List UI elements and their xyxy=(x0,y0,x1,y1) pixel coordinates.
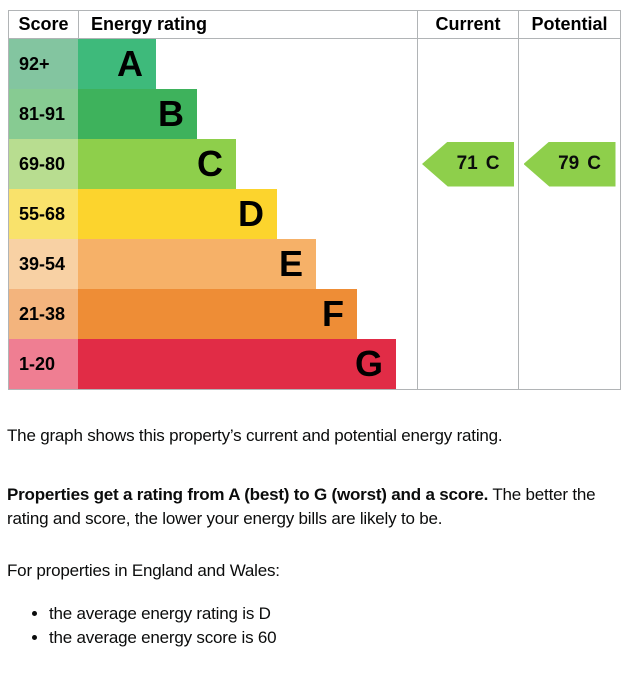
bar-cell-f: F xyxy=(78,289,417,339)
band-letter-c: C xyxy=(196,143,223,184)
band-letter-f: F xyxy=(321,293,344,334)
chart-header-row: Score Energy rating Current Potential xyxy=(9,11,620,39)
average-stats-list: the average energy rating is D the avera… xyxy=(7,602,277,650)
header-energy-rating: Energy rating xyxy=(78,11,417,38)
average-rating-item: the average energy rating is D xyxy=(49,602,276,626)
current-cell-g xyxy=(417,339,518,389)
band-letter-g: G xyxy=(354,343,383,384)
bar-cell-e: E xyxy=(78,239,417,289)
bar-cell-d: D xyxy=(78,189,417,239)
header-current: Current xyxy=(417,11,518,38)
rating-explanation-rest: The better the rating and score, the low… xyxy=(7,485,596,528)
potential-cell-e xyxy=(518,239,620,289)
band-bar-d: D xyxy=(78,189,277,239)
potential-cell-c: 79 C xyxy=(518,139,620,189)
potential-cell-a xyxy=(518,39,620,89)
current-cell-c: 71 C xyxy=(417,139,518,189)
current-rating-score: 71 xyxy=(456,153,478,174)
band-row-c: 69-80 C 71 C 79 C xyxy=(9,139,620,189)
potential-rating-band: C xyxy=(587,153,601,174)
score-range-f: 21-38 xyxy=(9,289,78,339)
bar-cell-b: B xyxy=(78,89,417,139)
band-row-f: 21-38 F xyxy=(9,289,620,339)
band-bar-g: G xyxy=(78,339,396,389)
current-cell-b xyxy=(417,89,518,139)
score-range-e: 39-54 xyxy=(9,239,78,289)
score-range-g: 1-20 xyxy=(9,339,78,389)
band-row-g: 1-20 G xyxy=(9,339,620,389)
band-row-a: 92+ A xyxy=(9,39,620,89)
potential-cell-g xyxy=(518,339,620,389)
band-bar-c: C xyxy=(78,139,236,189)
current-rating-band: C xyxy=(485,153,500,174)
current-cell-a xyxy=(417,39,518,89)
average-score-item: the average energy score is 60 xyxy=(49,626,277,650)
rating-explanation-bold: Properties get a rating from A (best) to… xyxy=(7,485,489,504)
score-range-d: 55-68 xyxy=(9,189,78,239)
band-letter-e: E xyxy=(278,243,303,284)
bar-cell-c: C xyxy=(78,139,417,189)
energy-rating-chart: Score Energy rating Current Potential 92… xyxy=(8,10,621,390)
band-row-e: 39-54 E xyxy=(9,239,620,289)
band-bar-a: A xyxy=(78,39,156,89)
band-bar-e: E xyxy=(78,239,316,289)
potential-rating-score: 79 xyxy=(558,153,580,174)
score-range-b: 81-91 xyxy=(9,89,78,139)
band-letter-a: A xyxy=(116,43,143,84)
band-bar-f: F xyxy=(78,289,357,339)
current-rating-arrow: 71 C xyxy=(422,141,514,187)
potential-rating-arrow: 79 C xyxy=(523,141,616,187)
band-row-b: 81-91 B xyxy=(9,89,620,139)
england-wales-intro: For properties in England and Wales: xyxy=(7,561,280,580)
bar-cell-g: G xyxy=(78,339,417,389)
header-score: Score xyxy=(18,14,69,34)
bar-cell-a: A xyxy=(78,39,417,89)
header-potential: Potential xyxy=(518,11,620,38)
score-range-c: 69-80 xyxy=(9,139,78,189)
current-cell-e xyxy=(417,239,518,289)
band-letter-b: B xyxy=(157,93,184,134)
potential-cell-f xyxy=(518,289,620,339)
band-letter-d: D xyxy=(237,193,264,234)
current-cell-f xyxy=(417,289,518,339)
score-range-a: 92+ xyxy=(9,39,78,89)
chart-description: The graph shows this property’s current … xyxy=(7,426,503,445)
potential-cell-d xyxy=(518,189,620,239)
band-bar-b: B xyxy=(78,89,197,139)
potential-cell-b xyxy=(518,89,620,139)
current-cell-d xyxy=(417,189,518,239)
band-row-d: 55-68 D xyxy=(9,189,620,239)
rating-explanation: Properties get a rating from A (best) to… xyxy=(7,483,627,530)
